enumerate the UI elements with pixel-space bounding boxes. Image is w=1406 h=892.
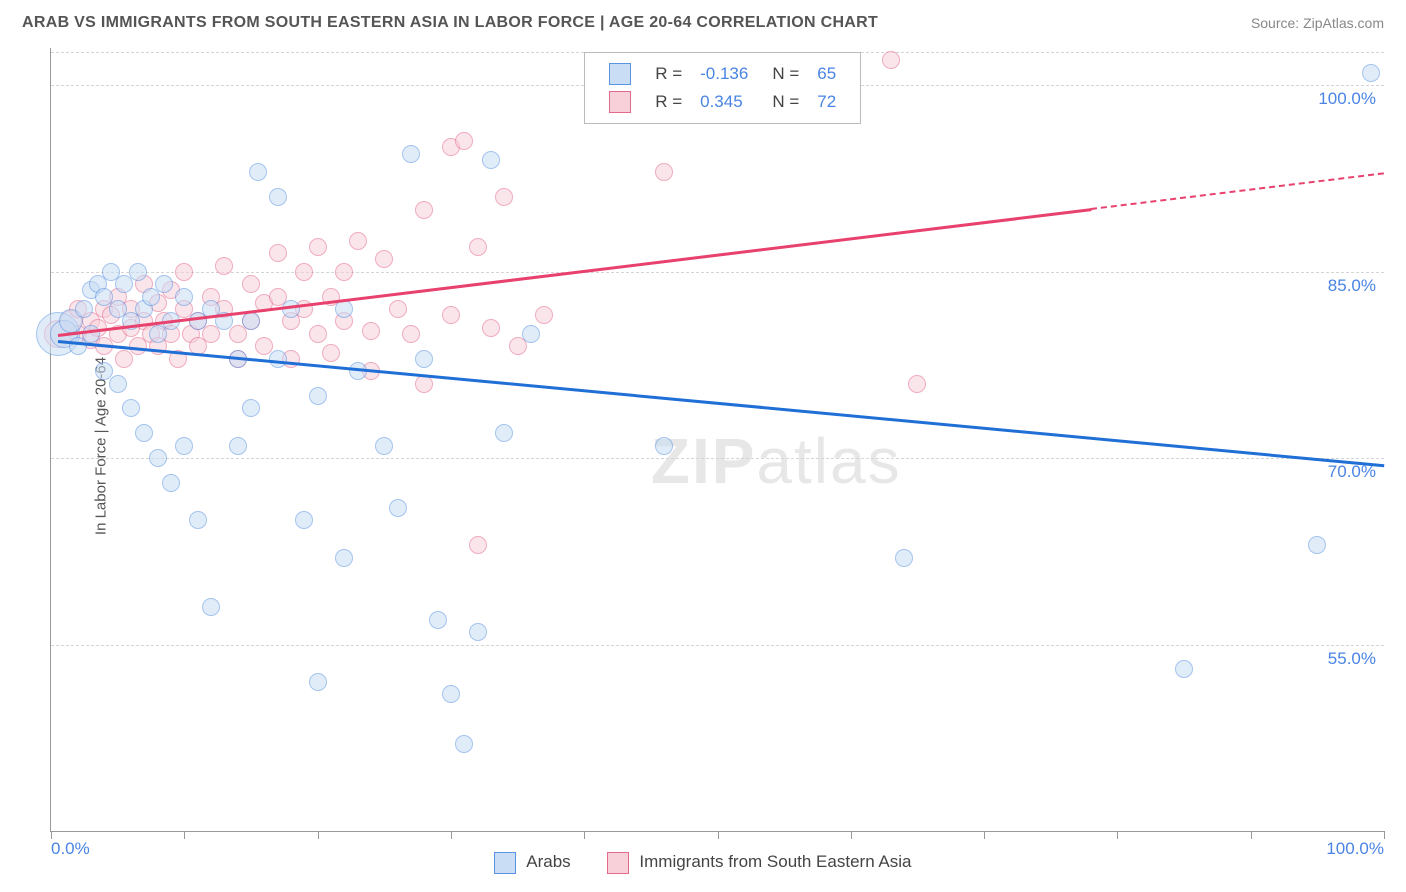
scatter-point-arabs — [895, 549, 913, 567]
xtick — [318, 831, 319, 839]
scatter-point-immigrants — [335, 263, 353, 281]
scatter-point-arabs — [1362, 64, 1380, 82]
xtick — [184, 831, 185, 839]
scatter-point-arabs — [402, 145, 420, 163]
scatter-point-arabs — [249, 163, 267, 181]
scatter-point-arabs — [202, 598, 220, 616]
scatter-point-immigrants — [309, 238, 327, 256]
scatter-point-arabs — [189, 511, 207, 529]
scatter-point-arabs — [335, 300, 353, 318]
scatter-point-immigrants — [269, 244, 287, 262]
scatter-point-arabs — [415, 350, 433, 368]
source-label: Source: ZipAtlas.com — [1251, 15, 1384, 31]
ytick-label: 100.0% — [1318, 89, 1376, 109]
xtick — [984, 831, 985, 839]
scatter-point-immigrants — [495, 188, 513, 206]
gridline — [51, 458, 1384, 459]
scatter-point-arabs — [442, 685, 460, 703]
scatter-point-arabs — [375, 437, 393, 455]
xtick — [1251, 831, 1252, 839]
scatter-point-arabs — [129, 263, 147, 281]
scatter-point-arabs — [309, 673, 327, 691]
scatter-point-immigrants — [389, 300, 407, 318]
scatter-point-arabs — [655, 437, 673, 455]
scatter-point-arabs — [495, 424, 513, 442]
scatter-point-immigrants — [482, 319, 500, 337]
legend-item-arabs: Arabs — [494, 852, 570, 871]
scatter-point-immigrants — [469, 238, 487, 256]
scatter-point-arabs — [122, 399, 140, 417]
scatter-point-arabs — [522, 325, 540, 343]
xtick — [1117, 831, 1118, 839]
scatter-point-arabs — [482, 151, 500, 169]
scatter-point-immigrants — [442, 306, 460, 324]
scatter-point-immigrants — [455, 132, 473, 150]
xtick — [584, 831, 585, 839]
scatter-point-immigrants — [882, 51, 900, 69]
scatter-point-arabs — [155, 275, 173, 293]
xtick — [1384, 831, 1385, 839]
scatter-point-arabs — [455, 735, 473, 753]
chart-plot-area: ZIPatlas 55.0%70.0%85.0%100.0%0.0%100.0%… — [50, 48, 1384, 832]
xtick — [851, 831, 852, 839]
xtick — [718, 831, 719, 839]
ytick-label: 85.0% — [1328, 276, 1376, 296]
scatter-point-arabs — [269, 188, 287, 206]
scatter-point-arabs — [335, 549, 353, 567]
scatter-point-arabs — [149, 449, 167, 467]
scatter-point-immigrants — [215, 257, 233, 275]
scatter-point-arabs — [175, 437, 193, 455]
scatter-point-arabs — [282, 300, 300, 318]
watermark: ZIPatlas — [651, 424, 902, 498]
scatter-point-arabs — [469, 623, 487, 641]
gridline — [51, 645, 1384, 646]
scatter-point-immigrants — [469, 536, 487, 554]
scatter-point-immigrants — [402, 325, 420, 343]
scatter-point-immigrants — [295, 263, 313, 281]
correlation-legend: R =-0.136N =65R =0.345N =72 — [584, 52, 861, 124]
bottom-legend: Arabs Immigrants from South Eastern Asia — [0, 852, 1406, 874]
scatter-point-immigrants — [175, 263, 193, 281]
chart-title: ARAB VS IMMIGRANTS FROM SOUTH EASTERN AS… — [22, 14, 878, 32]
scatter-point-immigrants — [535, 306, 553, 324]
scatter-point-immigrants — [362, 322, 380, 340]
scatter-point-immigrants — [655, 163, 673, 181]
scatter-point-arabs — [269, 350, 287, 368]
scatter-point-arabs — [309, 387, 327, 405]
scatter-point-arabs — [389, 499, 407, 517]
scatter-point-immigrants — [349, 232, 367, 250]
scatter-point-immigrants — [242, 275, 260, 293]
ytick-label: 55.0% — [1328, 649, 1376, 669]
xtick — [451, 831, 452, 839]
scatter-point-arabs — [109, 375, 127, 393]
scatter-point-arabs — [175, 288, 193, 306]
scatter-point-arabs — [135, 424, 153, 442]
scatter-point-arabs — [162, 474, 180, 492]
scatter-point-arabs — [295, 511, 313, 529]
scatter-point-arabs — [1308, 536, 1326, 554]
scatter-point-arabs — [242, 399, 260, 417]
scatter-point-arabs — [229, 437, 247, 455]
gridline — [51, 272, 1384, 273]
scatter-point-arabs — [1175, 660, 1193, 678]
scatter-point-immigrants — [908, 375, 926, 393]
xtick — [51, 831, 52, 839]
scatter-point-arabs — [82, 325, 100, 343]
scatter-point-immigrants — [415, 201, 433, 219]
scatter-point-immigrants — [309, 325, 327, 343]
scatter-point-arabs — [429, 611, 447, 629]
scatter-point-immigrants — [375, 250, 393, 268]
legend-item-immigrants: Immigrants from South Eastern Asia — [607, 852, 912, 871]
scatter-point-arabs — [242, 312, 260, 330]
scatter-point-immigrants — [322, 344, 340, 362]
scatter-point-arabs — [75, 300, 93, 318]
trend-line — [1091, 172, 1384, 210]
